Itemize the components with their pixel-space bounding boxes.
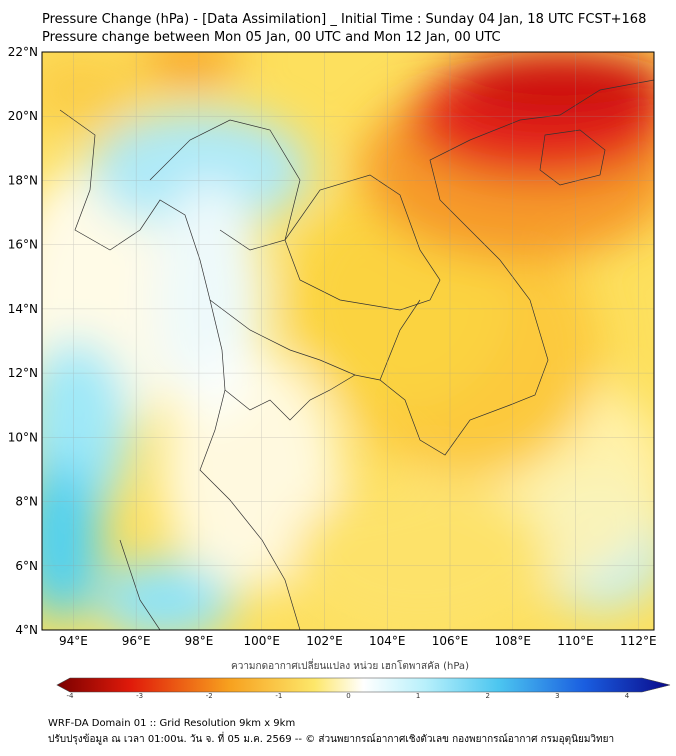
lon-label: 112°E [620, 634, 657, 648]
longitude-labels: 94°E 96°E 98°E 100°E 102°E 104°E 106°E 108°E 110… [59, 634, 657, 648]
colorbar-tick-label: 1 [416, 692, 420, 700]
lon-label: 98°E [184, 634, 213, 648]
lon-label: 94°E [59, 634, 88, 648]
lon-label: 100°E [243, 634, 280, 648]
lon-label: 96°E [122, 634, 151, 648]
colorbar-tick-label: 4 [625, 692, 630, 700]
lat-label: 22°N [8, 45, 38, 59]
colorbar-tick-label: -3 [136, 692, 143, 700]
lat-label: 20°N [8, 109, 38, 123]
colorbar-ticks: -4 -3 -2 -1 0 1 2 3 4 [67, 692, 630, 700]
chart-title: Pressure Change (hPa) - [Data Assimilati… [42, 12, 647, 27]
lat-label: 6°N [15, 559, 38, 573]
lon-label: 110°E [557, 634, 594, 648]
lat-label: 12°N [8, 366, 38, 380]
footer-model-info: WRF-DA Domain 01 :: Grid Resolution 9km … [48, 718, 296, 729]
colorbar-tick-label: -1 [275, 692, 282, 700]
lat-label: 4°N [15, 623, 38, 637]
lat-label: 14°N [8, 302, 38, 316]
lon-label: 104°E [369, 634, 406, 648]
colorbar-tick-label: -4 [67, 692, 75, 700]
lat-label: 16°N [8, 238, 38, 252]
coastlines [59, 79, 654, 630]
colorbar-tick-label: 2 [486, 692, 490, 700]
lat-label: 8°N [15, 495, 38, 509]
pressure-field [42, 52, 654, 630]
colorbar-tick-label: 3 [555, 692, 559, 700]
colorbar-label: ความกดอากาศเปลี่ยนแปลง หน่วย เฮกโตพาสคัล… [231, 658, 469, 672]
chart-subtitle: Pressure change between Mon 05 Jan, 00 U… [42, 30, 501, 45]
colorbar-tick-label: 0 [346, 692, 350, 700]
colorbar-tick-label: -2 [206, 692, 213, 700]
map-frame [41, 51, 655, 631]
latitude-labels: 22°N 20°N 18°N 16°N 14°N 12°N 10°N 8°N 6°N 4°N [8, 45, 38, 637]
lon-label: 108°E [495, 634, 532, 648]
gridlines [42, 51, 654, 631]
lat-label: 18°N [8, 173, 38, 187]
lat-label: 10°N [8, 430, 38, 444]
colorbar [56, 677, 671, 693]
footer-credit: ปรับปรุงข้อมูล ณ เวลา 01:00น. วัน จ. ที่… [48, 734, 615, 745]
lon-label: 102°E [306, 634, 343, 648]
lon-label: 106°E [432, 634, 469, 648]
